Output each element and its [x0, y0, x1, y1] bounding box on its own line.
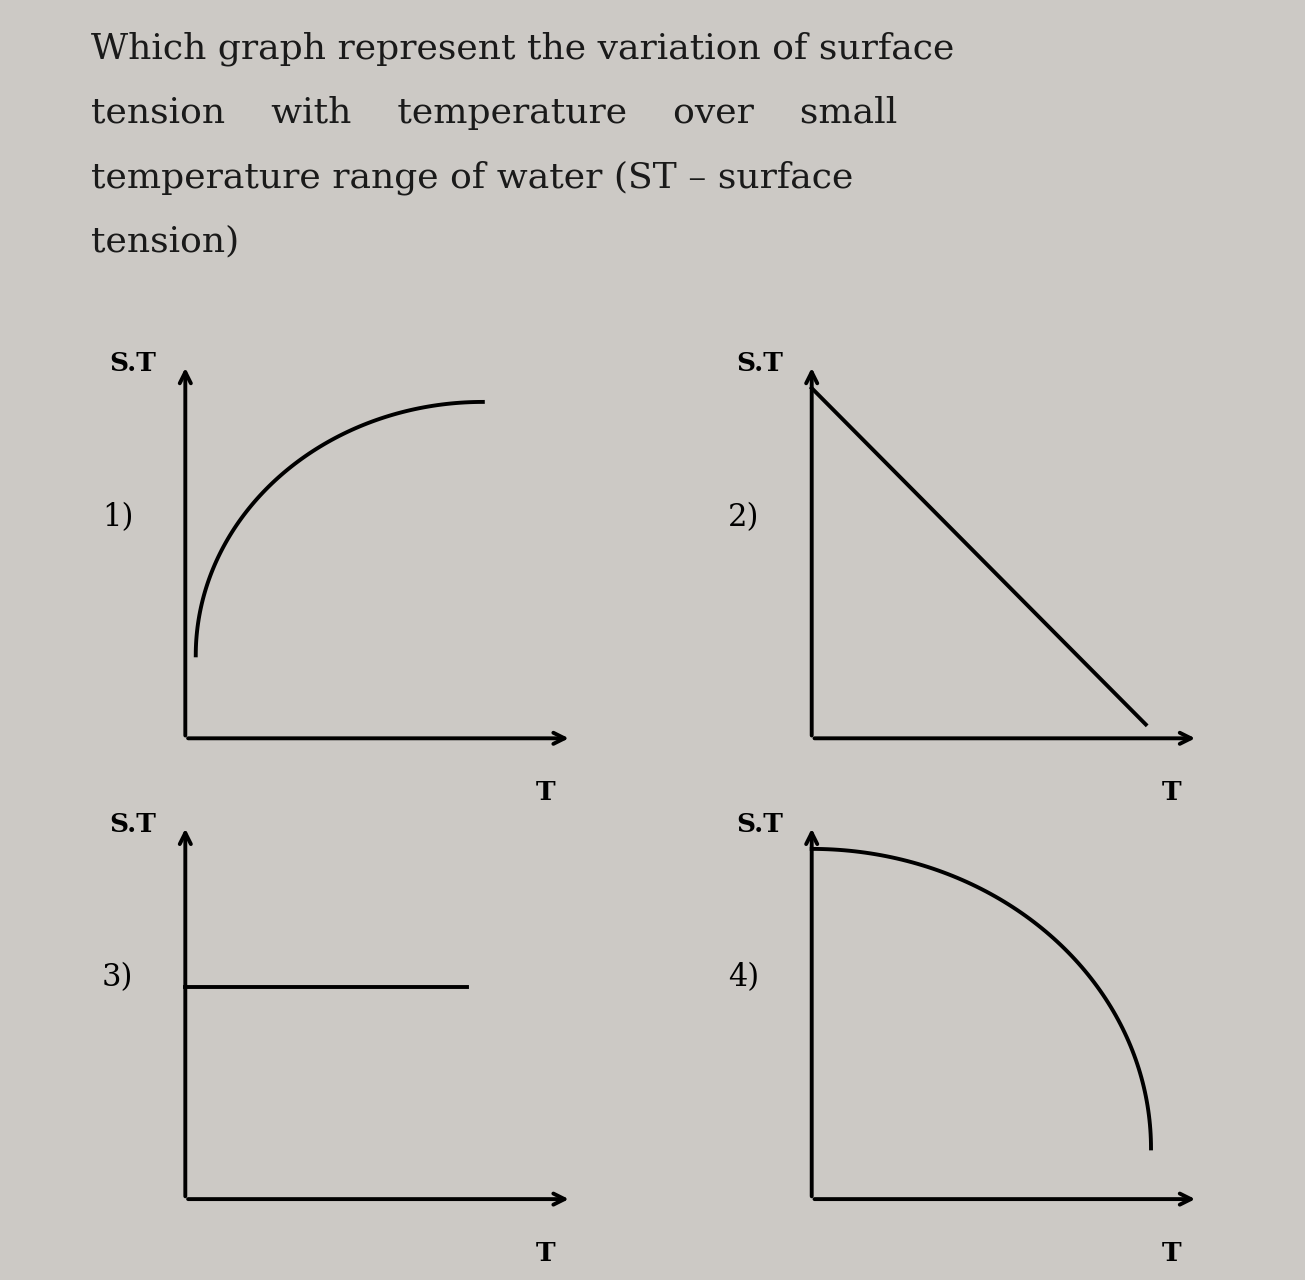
Text: T: T	[535, 780, 556, 805]
Text: S.T: S.T	[110, 351, 157, 376]
Text: T: T	[1161, 780, 1182, 805]
Text: T: T	[535, 1240, 556, 1266]
Text: 4): 4)	[728, 963, 760, 993]
Text: S.T: S.T	[736, 812, 783, 837]
Text: S.T: S.T	[736, 351, 783, 376]
Text: tension    with    temperature    over    small: tension with temperature over small	[91, 96, 898, 131]
Text: T: T	[1161, 1240, 1182, 1266]
Text: 3): 3)	[102, 963, 133, 993]
Text: 2): 2)	[728, 502, 760, 532]
Text: Which graph represent the variation of surface: Which graph represent the variation of s…	[91, 32, 955, 67]
Text: temperature range of water (ST – surface: temperature range of water (ST – surface	[91, 160, 853, 195]
Text: tension): tension)	[91, 224, 240, 259]
Text: S.T: S.T	[110, 812, 157, 837]
Text: 1): 1)	[102, 502, 133, 532]
